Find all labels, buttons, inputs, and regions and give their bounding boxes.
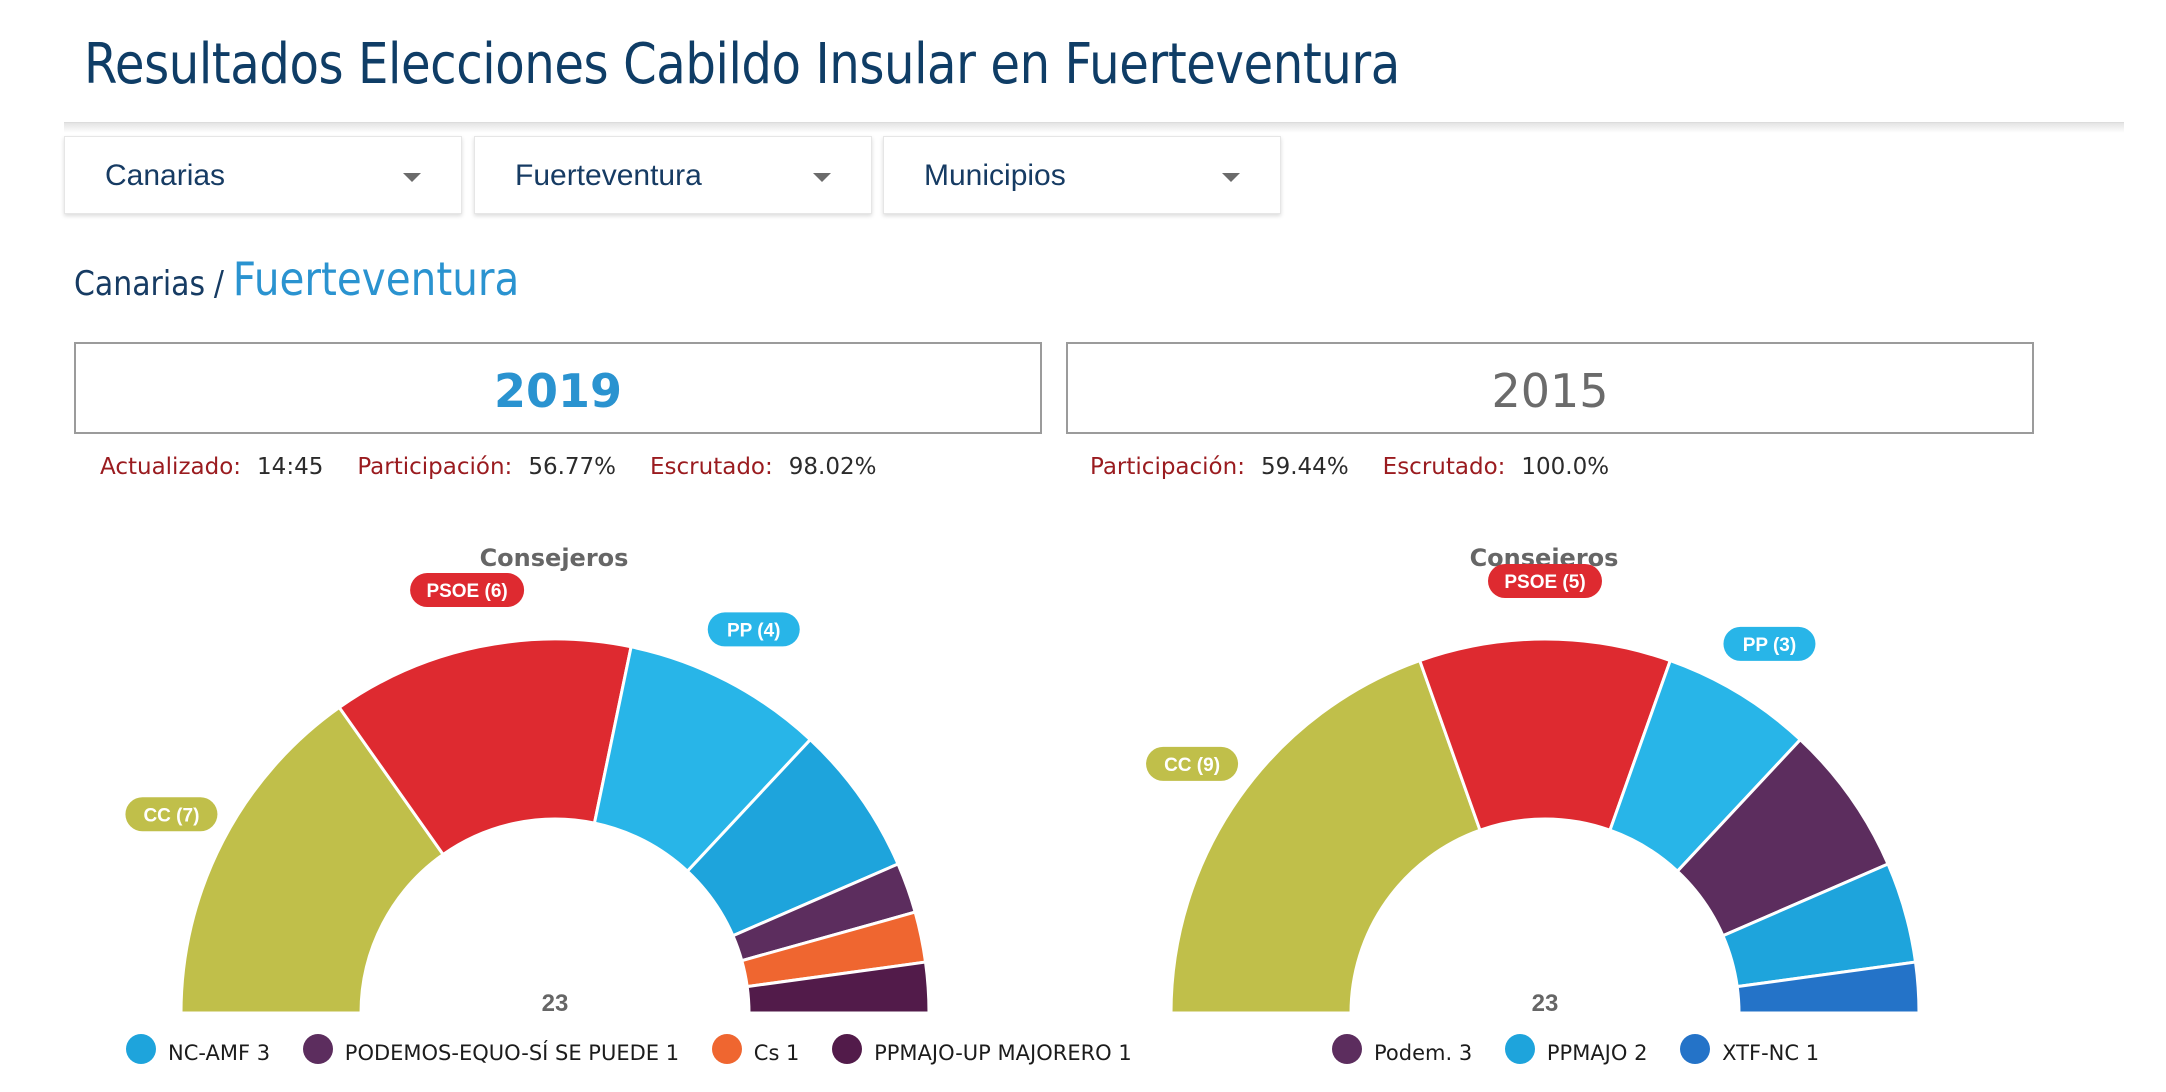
year-label: 2015 [1491,364,1609,418]
breadcrumb-separator: / [213,264,224,304]
legend-2019: NC-AMF 3 PODEMOS-EQUO-SÍ SE PUEDE 1 Cs 1… [126,1034,1158,1065]
year-tab-2019[interactable]: 2019 [74,342,1042,434]
year-label: 2019 [493,364,623,418]
slice-label-pill [410,573,525,608]
slice-label-pill [707,612,800,647]
chevron-down-icon [813,173,831,182]
legend-item[interactable]: Cs 1 [711,1034,800,1065]
municipality-select[interactable]: Municipios [883,136,1281,214]
slice-label: CC (7) [125,797,218,832]
stat-label: Participación: [357,454,513,480]
chart-title: Consejeros [1469,544,1619,572]
stat-value: 59.44% [1260,454,1349,480]
region-select-value: Canarias [105,159,226,192]
stat-label: Participación: [1090,454,1245,480]
slice-label-text: PSOE (6) [426,581,507,602]
legend-item[interactable]: PPMAJO 2 [1504,1034,1648,1065]
legend-label: PPMAJO 2 [1546,1041,1648,1065]
legend-dot [711,1034,742,1064]
slice-label-pill [125,797,218,832]
stat-value: 14:45 [257,454,324,480]
stat-value: 98.02% [788,454,877,480]
chart-title: Consejeros [479,544,629,572]
breadcrumb: Canarias / Fuerteventura [74,252,519,306]
year-tab-2015[interactable]: 2015 [1066,342,2034,434]
legend-label: PODEMOS-EQUO-SÍ SE PUEDE 1 [344,1041,680,1065]
region-select[interactable]: Canarias [64,136,462,214]
total-seats-label: 23 [542,990,569,1017]
legend-label: PPMAJO-UP MAJORERO 1 [874,1041,1132,1065]
chevron-down-icon [403,173,421,182]
legend-dot [1504,1034,1535,1064]
stat-label: Escrutado: [650,454,773,480]
legend-dot [1332,1034,1362,1064]
breadcrumb-link-canarias[interactable]: Canarias [74,264,206,304]
legend-label: XTF-NC 1 [1722,1041,1820,1065]
legend-item[interactable]: XTF-NC 1 [1680,1034,1820,1065]
stat-label: Escrutado: [1382,454,1506,480]
seat-slice-xtf-nc[interactable] [1735,960,1921,1015]
slice-label-text: PP (4) [727,620,781,641]
seat-slice-cc[interactable] [179,705,446,1015]
page-title: Resultados Elecciones Cabildo Insular en… [84,32,1400,97]
legend-label: Cs 1 [753,1041,800,1065]
legend-dot [1680,1034,1711,1064]
legend-dot [302,1034,333,1064]
seat-slice-psoe[interactable] [337,637,633,857]
stat-value: 100.0% [1521,454,1610,480]
breadcrumb-current: Fuerteventura [232,252,520,306]
legend-item[interactable]: Podem. 3 [1332,1034,1473,1065]
title-divider [64,122,2124,133]
legend-item[interactable]: NC-AMF 3 [126,1034,271,1065]
legend-label: NC-AMF 3 [168,1041,271,1065]
chevron-down-icon [1222,173,1240,182]
stat-value: 56.77% [528,454,617,480]
slice-label: PP (4) [707,612,800,647]
legend-item[interactable]: PODEMOS-EQUO-SÍ SE PUEDE 1 [302,1034,680,1065]
legend-dot [126,1034,156,1064]
stat-label: Actualizado: [100,454,242,480]
legend-2015: Podem. 3 PPMAJO 2 XTF-NC 1 [1332,1034,1845,1065]
legend-label: Podem. 3 [1374,1041,1473,1065]
legend-item[interactable]: PPMAJO-UP MAJORERO 1 [832,1034,1132,1065]
island-select[interactable]: Fuerteventura [474,136,872,214]
municipality-select-value: Municipios [924,159,1066,192]
stats-2019: Actualizado: 14:45 Participación: 56.77% Esc… [100,454,910,480]
stats-2015: Participación: 59.44% Escrutado: 100.0% [1090,454,1643,480]
slice-label-text: CC (7) [143,805,199,826]
legend-dot [832,1034,863,1064]
slice-label: PSOE (6) [410,573,525,608]
seat-slice-ppmajo-up-majorero[interactable] [745,960,931,1015]
island-select-value: Fuerteventura [515,159,702,192]
seat-slice-cc[interactable] [1169,658,1482,1015]
